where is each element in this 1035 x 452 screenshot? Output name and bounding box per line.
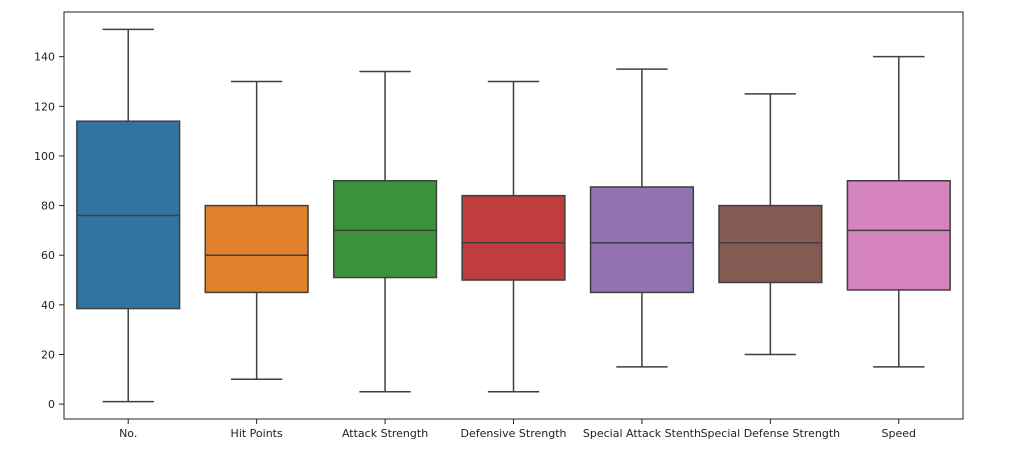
- x-tick-label: Hit Points: [231, 427, 283, 440]
- box-series: [76, 28, 951, 403]
- y-tick-label: 40: [41, 299, 55, 312]
- box-2: [332, 70, 438, 393]
- x-tick-label: Attack Strength: [342, 427, 428, 440]
- box-body: [589, 186, 695, 294]
- x-tick-label: Special Attack Stenth: [583, 427, 701, 440]
- x-axis: No. Hit Points Attack Strength Defensive St…: [119, 419, 916, 440]
- box-0: [76, 28, 181, 403]
- box-6: [846, 55, 951, 368]
- box-4: [589, 68, 695, 368]
- x-tick-label: Speed: [882, 427, 916, 440]
- box-body: [204, 204, 309, 294]
- box-3: [461, 80, 566, 393]
- x-tick-label: No.: [119, 427, 137, 440]
- y-tick-label: 0: [48, 398, 55, 411]
- x-tick-label: Defensive Strength: [461, 427, 567, 440]
- box-body: [718, 204, 823, 284]
- y-tick-label: 100: [34, 150, 55, 163]
- box-1: [204, 80, 309, 381]
- box-5: [718, 93, 823, 356]
- y-axis: 0 20 40 60 80 100 120 140: [34, 51, 64, 411]
- y-tick-label: 60: [41, 249, 55, 262]
- box-body: [846, 180, 951, 291]
- y-tick-label: 120: [34, 100, 55, 113]
- y-tick-label: 20: [41, 348, 55, 361]
- box-body: [461, 194, 566, 281]
- x-tick-label: Special Defense Strength: [701, 427, 841, 440]
- y-tick-label: 80: [41, 200, 55, 213]
- y-tick-label: 140: [34, 51, 55, 64]
- box-body: [332, 180, 438, 279]
